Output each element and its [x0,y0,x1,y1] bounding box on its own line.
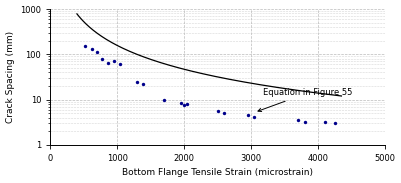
Point [89,48,95,51]
Point [221,112,227,115]
Point [117,63,124,66]
Point [302,121,308,124]
Point [322,121,328,124]
Point [161,98,167,101]
X-axis label: Bottom Flange Tensile Strain (microstrain): Bottom Flange Tensile Strain (microstrai… [122,168,313,178]
Point [214,110,221,113]
Text: Equation in Figure 55: Equation in Figure 55 [258,88,352,112]
Point [332,122,338,125]
Y-axis label: Crack Spacing (mm): Crack Spacing (mm) [6,31,14,123]
Point [245,114,251,117]
Point [134,80,140,83]
Point [99,57,105,60]
Point [94,50,100,53]
Point [184,102,190,105]
Point [178,101,184,104]
Point [111,60,117,63]
Point [295,119,301,122]
Point [105,61,111,64]
Point [139,83,146,86]
Point [82,45,88,48]
Point [251,115,257,118]
Point [181,104,187,107]
